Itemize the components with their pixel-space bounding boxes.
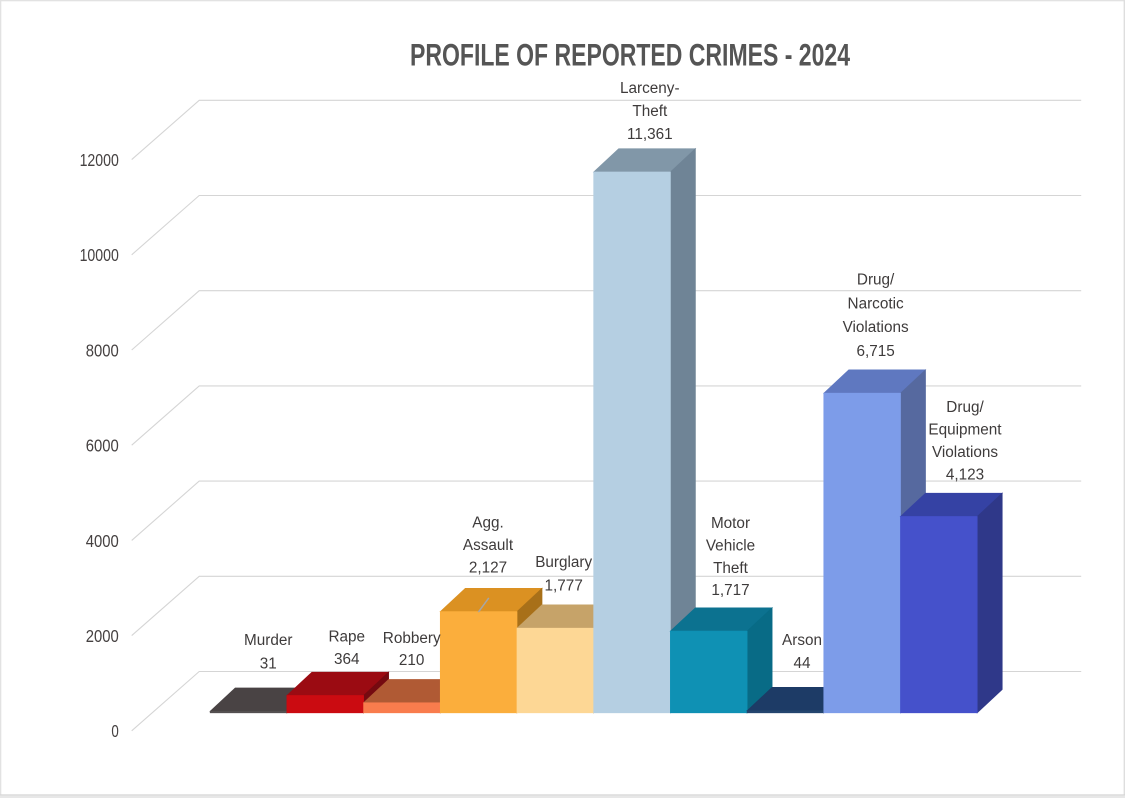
svg-text:Motor: Motor [711,515,750,532]
svg-text:Violations: Violations [843,319,909,336]
svg-text:Murder: Murder [244,632,292,649]
svg-text:8000: 8000 [86,340,119,360]
svg-text:Vehicle: Vehicle [706,538,755,555]
svg-text:PROFILE OF REPORTED CRIMES - 2: PROFILE OF REPORTED CRIMES - 2024 [410,37,850,73]
svg-text:Agg.: Agg. [472,515,503,532]
svg-text:12000: 12000 [80,150,119,170]
svg-text:10000: 10000 [80,245,119,265]
svg-text:Drug/: Drug/ [857,271,895,288]
svg-text:6000: 6000 [86,436,119,456]
svg-text:Theft: Theft [713,560,749,577]
svg-text:2000: 2000 [86,626,119,646]
svg-text:1,717: 1,717 [711,582,749,599]
svg-text:Larceny-: Larceny- [620,80,680,97]
svg-text:Rape: Rape [329,628,366,645]
svg-text:6,715: 6,715 [856,343,894,360]
svg-text:31: 31 [260,656,277,673]
svg-text:11,361: 11,361 [627,126,673,143]
svg-text:Drug/: Drug/ [946,399,984,416]
svg-text:Robbery: Robbery [383,630,441,647]
svg-text:4,123: 4,123 [946,466,984,483]
svg-text:Theft: Theft [632,103,668,120]
svg-text:210: 210 [399,652,425,669]
svg-text:Equipment: Equipment [928,422,1002,439]
svg-text:Narcotic: Narcotic [848,295,904,312]
svg-text:364: 364 [334,651,360,668]
svg-text:44: 44 [793,655,811,672]
svg-text:4000: 4000 [86,531,119,551]
svg-text:Assault: Assault [463,537,514,554]
svg-text:Violations: Violations [932,444,998,461]
svg-text:Burglary: Burglary [535,554,592,571]
svg-text:0: 0 [111,721,118,741]
svg-text:Arson: Arson [782,632,822,649]
svg-text:2,127: 2,127 [469,560,507,577]
svg-text:1,777: 1,777 [545,577,583,594]
